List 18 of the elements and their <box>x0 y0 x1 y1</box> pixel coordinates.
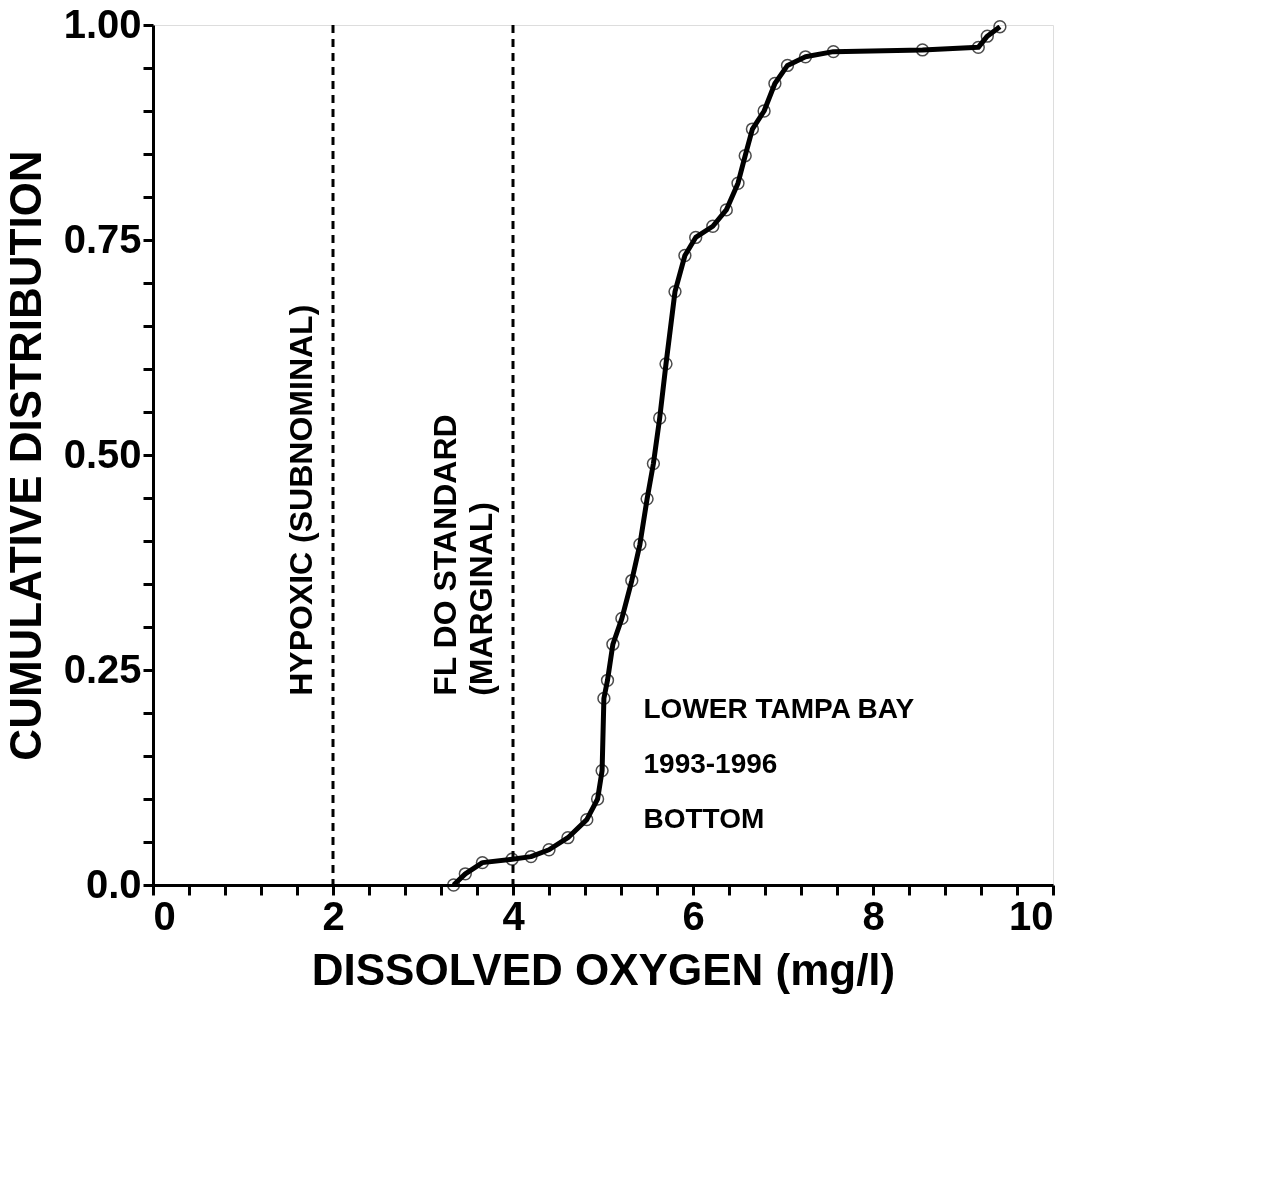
x-tick-label: 0 <box>153 893 176 938</box>
ref-line-label: HYPOXIC (SUBNOMINAL) <box>283 304 319 696</box>
y-tick-label: 0.0 <box>85 861 142 906</box>
y-tick-label: 0.25 <box>63 646 142 691</box>
x-axis-title: DISSOLVED OXYGEN (mg/l) <box>311 944 896 994</box>
annotation: 1993-1996 <box>643 748 778 779</box>
y-tick-label: 0.50 <box>63 431 142 476</box>
annotation: LOWER TAMPA BAY <box>643 693 915 724</box>
x-tick-label: 8 <box>862 893 885 938</box>
x-tick-label: 6 <box>682 893 705 938</box>
x-tick-label: 10 <box>1009 893 1054 938</box>
y-tick-label: 0.75 <box>63 216 142 261</box>
ref-line-label: FL DO STANDARD (MARGINAL) <box>427 414 499 696</box>
x-tick-label: 2 <box>322 893 345 938</box>
x-tick-label: 4 <box>502 893 526 938</box>
y-axis-title: CUMULATIVE DISTRIBUTION <box>0 150 50 761</box>
y-tick-label: 1.00 <box>63 1 142 46</box>
annotation: BOTTOM <box>643 803 765 834</box>
